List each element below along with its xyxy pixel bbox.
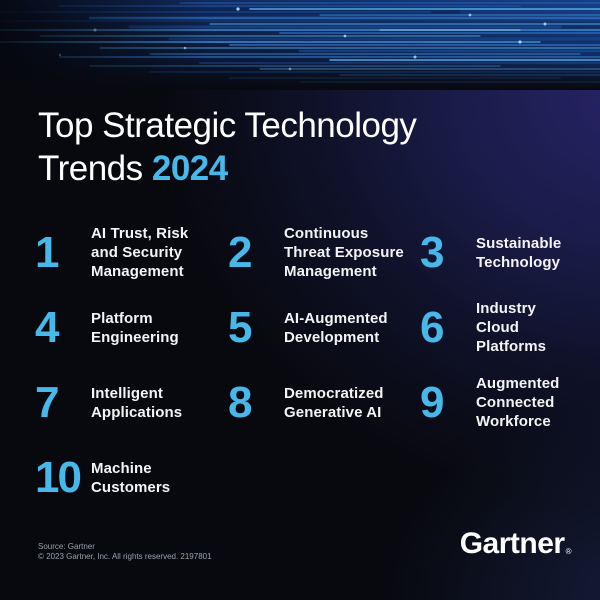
trend-number: 1	[35, 227, 59, 277]
page-title: Top Strategic Technology Trends 2024	[38, 104, 417, 190]
trend-number: 7	[35, 377, 59, 427]
banner-bottom-fade	[0, 0, 600, 90]
trend-label: AI-Augmented Development	[284, 309, 388, 346]
gartner-logo-text: Gartner	[459, 527, 565, 560]
trend-label: Machine Customers	[91, 459, 171, 496]
trend-number: 3	[420, 227, 444, 277]
trend-number: 6	[420, 302, 444, 352]
title-line1: Top Strategic Technology	[38, 106, 417, 145]
gartner-logo: Gartner®	[459, 527, 572, 561]
trend-item-2: 2 Continuous Threat Exposure Management	[228, 224, 420, 281]
trend-item-3: 3 Sustainable Technology	[420, 227, 586, 277]
trend-label: Continuous Threat Exposure Management	[284, 225, 404, 280]
trend-item-4: 4 Platform Engineering	[35, 302, 228, 352]
trend-number: 10	[35, 452, 82, 502]
trend-label: Intelligent Applications	[91, 384, 183, 421]
trend-number: 2	[228, 227, 252, 277]
trend-number: 4	[35, 302, 59, 352]
trend-item-9: 9 Augmented Connected Workforce	[420, 374, 586, 431]
trend-item-5: 5 AI-Augmented Development	[228, 302, 420, 352]
trend-label: Sustainable Technology	[476, 234, 562, 271]
trend-number: 9	[420, 377, 444, 427]
trend-item-10: 10 Machine Customers	[35, 452, 228, 502]
title-year: 2024	[151, 149, 228, 188]
copyright-line: © 2023 Gartner, Inc. All rights reserved…	[38, 552, 212, 561]
source-attribution: Source: Gartner © 2023 Gartner, Inc. All…	[38, 542, 212, 562]
trend-number: 5	[228, 302, 252, 352]
title-line2-prefix: Trends	[38, 149, 152, 188]
trend-item-1: 1 AI Trust, Risk and Security Management	[35, 224, 228, 281]
trend-label: Democratized Generative AI	[284, 384, 384, 421]
trend-label: AI Trust, Risk and Security Management	[91, 225, 189, 280]
registered-trademark-icon: ®	[565, 547, 572, 556]
trend-item-8: 8 Democratized Generative AI	[228, 377, 420, 427]
trend-item-7: 7 Intelligent Applications	[35, 377, 228, 427]
trends-grid: 1 AI Trust, Risk and Security Management…	[35, 215, 586, 515]
trend-label: Platform Engineering	[91, 309, 179, 346]
tech-streaks-banner	[0, 0, 600, 90]
trend-label: Industry Cloud Platforms	[476, 300, 547, 355]
trend-item-6: 6 Industry Cloud Platforms	[420, 299, 586, 356]
source-line: Source: Gartner	[38, 542, 95, 551]
trend-label: Augmented Connected Workforce	[476, 375, 560, 430]
trend-number: 8	[228, 377, 252, 427]
